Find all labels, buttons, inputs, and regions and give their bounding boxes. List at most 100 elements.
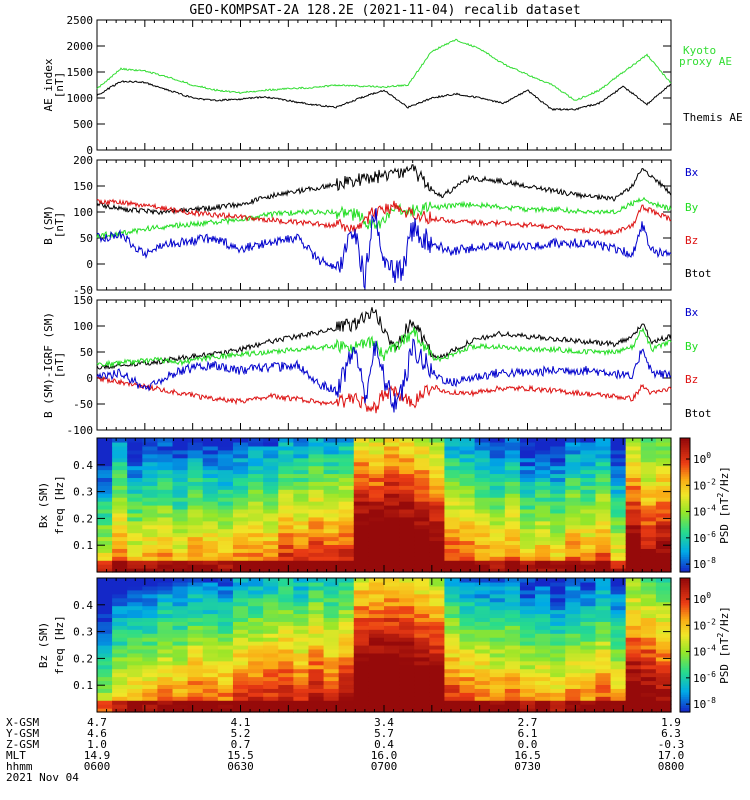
colorbar-segment [680, 451, 690, 455]
heatmap-cell [655, 441, 672, 447]
heatmap-cell [489, 621, 506, 626]
heatmap-cell [550, 568, 566, 573]
heatmap-cell [112, 613, 128, 619]
heatmap-cell [217, 560, 234, 565]
heatmap-cell [293, 660, 310, 666]
heatmap-cell [112, 617, 128, 622]
heatmap-cell [625, 672, 642, 678]
heatmap-cell [202, 652, 219, 658]
heatmap-cell [308, 568, 325, 573]
heatmap-cell [504, 564, 521, 569]
heatmap-cell [248, 528, 264, 534]
heatmap-cell [353, 696, 370, 701]
heatmap-cell [187, 621, 204, 626]
heatmap-cell [187, 552, 204, 557]
heatmap-cell [504, 438, 521, 443]
heatmap-cell [655, 605, 672, 611]
heatmap-cell [640, 597, 657, 603]
heatmap-cell [127, 560, 143, 565]
heatmap-cell [323, 629, 340, 634]
heatmap-cell [353, 589, 370, 595]
heatmap-cell [308, 556, 325, 561]
heatmap-cell [595, 578, 612, 583]
y-tick-label: 500 [73, 118, 93, 131]
heatmap-cell [550, 481, 566, 486]
colorbar-segment [680, 633, 690, 637]
heatmap-cell [142, 461, 159, 467]
heatmap-cell [142, 441, 159, 447]
heatmap-cell [157, 501, 174, 506]
heatmap-cell [323, 700, 340, 705]
heatmap-cell [157, 688, 174, 693]
heatmap-cell [640, 656, 657, 662]
heatmap-cell [248, 621, 264, 626]
heatmap-cell [293, 668, 310, 674]
heatmap-cell [399, 540, 415, 546]
heatmap-cell [112, 609, 128, 615]
heatmap-cell [248, 660, 264, 666]
heatmap-cell [429, 438, 446, 443]
heatmap-cell [263, 508, 279, 514]
heatmap-cell [414, 497, 430, 502]
heatmap-cell [308, 516, 325, 522]
heatmap-cell [232, 660, 249, 666]
heatmap-cell [202, 489, 219, 494]
heatmap-cell [217, 438, 234, 443]
heatmap-cell [112, 645, 128, 650]
heatmap-cell [414, 453, 430, 459]
heatmap-cell [429, 477, 446, 482]
heatmap-cell [519, 552, 536, 557]
heatmap-cell [172, 461, 189, 467]
colorbar-label: PSD [nT2/Hz] [716, 606, 731, 684]
colorbar-segment [680, 691, 690, 695]
heatmap-cell [535, 489, 551, 494]
heatmap-cell [550, 648, 566, 654]
heatmap-cell [504, 485, 521, 490]
y-tick-label: 0.3 [73, 486, 93, 499]
heatmap-cell [459, 645, 476, 650]
heatmap-cell [323, 465, 340, 471]
heatmap-cell [323, 625, 340, 630]
heatmap-cell [580, 564, 597, 569]
heatmap-cell [263, 664, 279, 670]
heatmap-cell [550, 629, 566, 634]
heatmap-cell [444, 512, 461, 518]
heatmap-cell [112, 621, 128, 626]
heatmap-cell [519, 556, 536, 561]
heatmap-cell [580, 601, 597, 607]
heatmap-cell [97, 680, 113, 686]
heatmap-cell [278, 512, 294, 518]
heatmap-cell [338, 664, 355, 670]
heatmap-cell [248, 696, 264, 701]
heatmap-cell [429, 481, 446, 486]
heatmap-cell [338, 449, 355, 455]
y-tick-label: -100 [67, 424, 94, 437]
heatmap-cell [640, 449, 657, 455]
heatmap-cell [157, 625, 174, 630]
heatmap-cell [278, 668, 294, 674]
heatmap-cell [353, 441, 370, 447]
heatmap-cell [217, 708, 234, 713]
heatmap-cell [202, 692, 219, 697]
heatmap-cell [187, 508, 204, 514]
heatmap-cell [232, 609, 249, 615]
heatmap-cell [127, 597, 143, 603]
heatmap-cell [112, 601, 128, 607]
heatmap-cell [353, 501, 370, 506]
heatmap-cell [580, 485, 597, 490]
heatmap-cell [127, 552, 143, 557]
heatmap-cell [308, 581, 325, 587]
heatmap-cell [459, 617, 476, 622]
heatmap-cell [444, 516, 461, 522]
heatmap-cell [640, 652, 657, 658]
heatmap-cell [172, 520, 189, 526]
heatmap-cell [489, 473, 506, 479]
heatmap-cell [429, 449, 446, 455]
heatmap-cell [535, 625, 551, 630]
heatmap-cell [655, 560, 672, 565]
heatmap-cell [353, 660, 370, 666]
heatmap-cell [655, 469, 672, 475]
heatmap-cell [640, 540, 657, 546]
heatmap-cell [278, 473, 294, 479]
heatmap-cell [248, 652, 264, 658]
